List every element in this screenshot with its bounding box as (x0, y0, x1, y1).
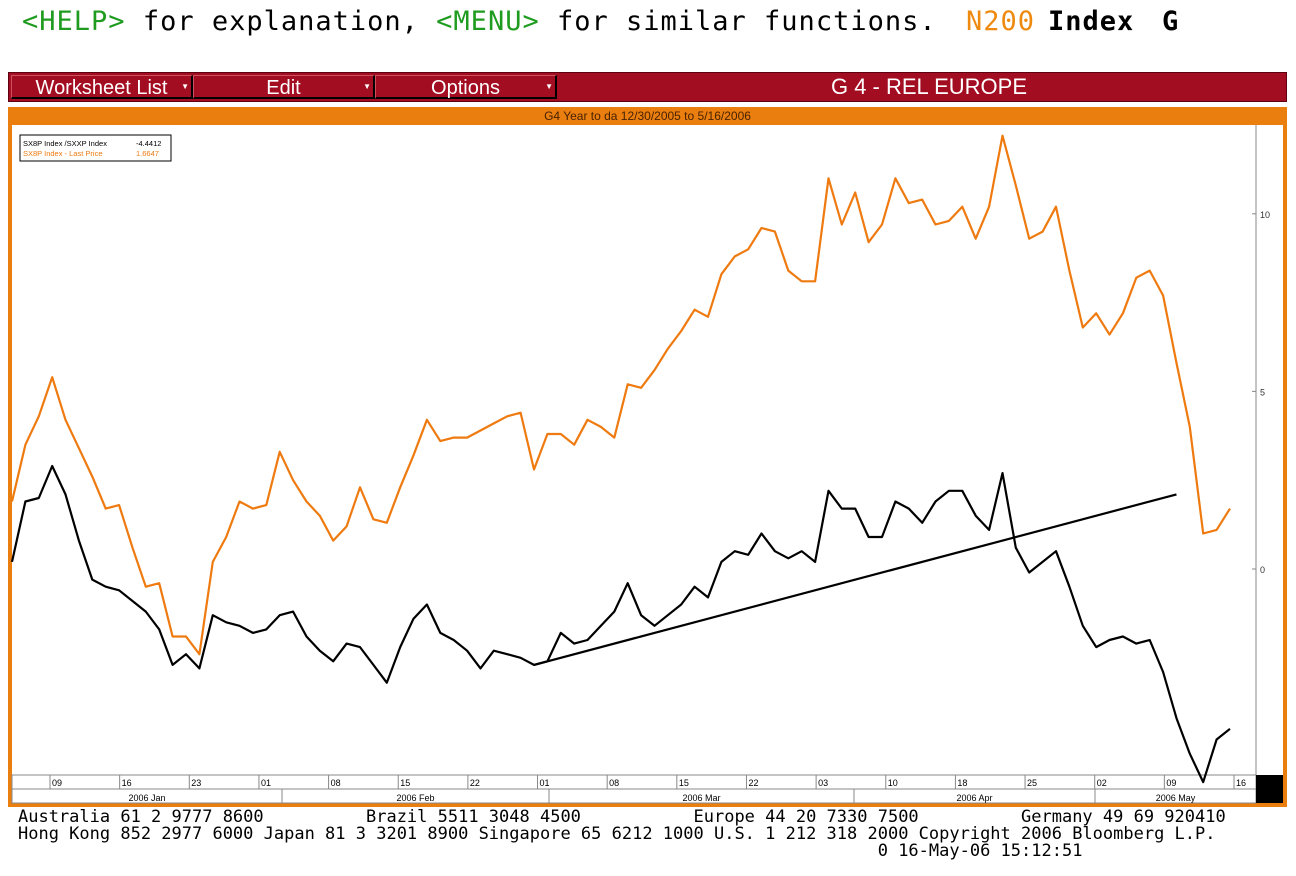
last-price-line (10, 134, 1231, 656)
month-label: 2006 Apr (956, 793, 992, 803)
ticker-label: N200 (966, 6, 1036, 37)
x-tick-label: 02 (1097, 778, 1107, 788)
relative-ratio-line (10, 464, 1231, 784)
help-key[interactable]: <HELP> (22, 6, 126, 37)
corner-box (1256, 775, 1283, 803)
worksheet-list-label: Worksheet List (35, 77, 168, 99)
y-tick-label: 0 (1260, 565, 1265, 575)
x-tick-label: 16 (122, 778, 132, 788)
options-menu-button[interactable]: Options ▼ (375, 75, 557, 99)
month-label: 2006 Feb (396, 793, 434, 803)
x-tick-label: 10 (888, 778, 898, 788)
legend-series-name: SX8P Index - Last Price (23, 149, 103, 158)
command-hint-bar: <HELP> for explanation, <MENU> for simil… (22, 6, 1282, 46)
trend-line[interactable] (533, 493, 1177, 666)
y-tick-label: 5 (1260, 387, 1265, 397)
chart-title: G4 Year to da 12/30/2005 to 5/16/2006 (544, 109, 751, 123)
chart-legend: SX8P Index /SXXP Index -4.4412 SX8P Index … (19, 134, 172, 162)
x-tick-label: 01 (261, 778, 271, 788)
chart-panel: G4 Year to da 12/30/2005 to 5/16/2006 10… (8, 107, 1287, 807)
menu-bar: Worksheet List ▼ Edit ▼ Options ▼ G 4 - … (8, 72, 1287, 102)
help-text: for explanation, (142, 6, 419, 37)
x-tick-label: 25 (1027, 778, 1037, 788)
dropdown-arrow-icon: ▼ (181, 82, 189, 91)
x-tick-label: 08 (609, 778, 619, 788)
plot-background (12, 125, 1283, 803)
dropdown-arrow-icon: ▼ (363, 82, 371, 91)
x-tick-label: 15 (400, 778, 410, 788)
x-tick-label: 23 (191, 778, 201, 788)
function-code-label: G (1162, 6, 1180, 37)
footer-line-2: Hong Kong 852 2977 6000 Japan 81 3 3201 … (18, 824, 1216, 844)
x-tick-label: 09 (52, 778, 62, 788)
x-tick-label: 22 (470, 778, 480, 788)
x-tick-label: 16 (1236, 778, 1246, 788)
contact-footer: Australia 61 2 9777 8600 Brazil 5511 304… (18, 809, 1288, 860)
month-label: 2006 Mar (682, 793, 720, 803)
legend-box (19, 134, 172, 162)
dropdown-arrow-icon: ▼ (545, 82, 553, 91)
x-tick-label: 18 (957, 778, 967, 788)
edit-menu-label: Edit (266, 77, 301, 99)
footer-line-3: 0 16-May-06 15:12:51 (18, 841, 1083, 861)
month-label: 2006 Jan (128, 793, 165, 803)
month-label: 2006 May (1156, 793, 1196, 803)
security-type-label: Index (1048, 6, 1135, 37)
legend-series-name: SX8P Index /SXXP Index (23, 139, 107, 148)
x-tick-label: 01 (540, 778, 550, 788)
footer-line-1: Australia 61 2 9777 8600 Brazil 5511 304… (18, 807, 1226, 827)
chart-svg[interactable]: 10 5 0 09 16 23 01 08 15 22 01 08 15 22 03 10 18 25 02 09 16… (8, 107, 1287, 807)
options-menu-label: Options (431, 77, 500, 99)
x-tick-label: 22 (748, 778, 758, 788)
menu-text: for similar functions. (556, 6, 937, 37)
edit-menu-button[interactable]: Edit ▼ (193, 75, 375, 99)
x-tick-label: 15 (679, 778, 689, 788)
x-tick-label: 03 (818, 778, 828, 788)
worksheet-list-button[interactable]: Worksheet List ▼ (11, 75, 193, 99)
menu-key[interactable]: <MENU> (436, 6, 540, 37)
y-tick-label: 10 (1260, 210, 1270, 220)
legend-series-value: 1.6647 (136, 149, 159, 158)
page-title: G 4 - REL EUROPE (830, 74, 1027, 99)
x-tick-label: 09 (1166, 778, 1176, 788)
legend-series-value: -4.4412 (136, 139, 161, 148)
x-tick-label: 08 (331, 778, 341, 788)
